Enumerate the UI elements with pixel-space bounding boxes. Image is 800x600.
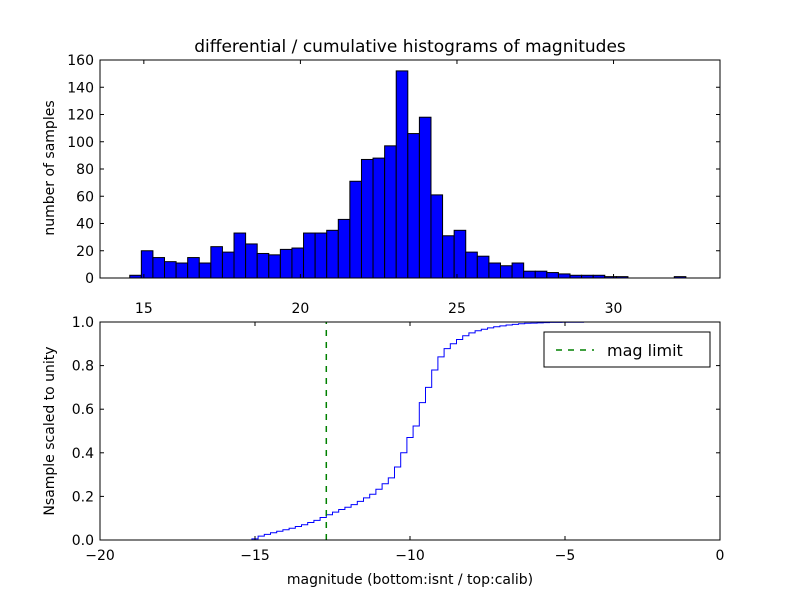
histogram-bar	[476, 255, 490, 279]
bottom-x-tick-label: −20	[85, 548, 115, 564]
top-x-tick-label: 15	[135, 301, 153, 317]
bottom-plot-frame	[99, 321, 721, 541]
bottom-y-tick-label: 0.6	[72, 402, 94, 418]
top-y-tick-label: 160	[67, 53, 94, 69]
top-x-tick-label: 30	[605, 301, 623, 317]
top-y-tick-label: 20	[76, 244, 94, 260]
histogram-bar	[395, 70, 409, 279]
histogram-bar	[349, 180, 362, 279]
bottom-y-tick-label: 0.8	[72, 359, 94, 375]
top-plot-frame	[99, 59, 721, 279]
histogram-bar	[407, 133, 420, 279]
bottom-x-tick-label: 0	[716, 548, 725, 564]
histogram-bar	[534, 270, 548, 279]
bottom-axis-ticks: −20 −15 −10 −5 0 0.0 0.2 0.4 0.6 0.8 1.0	[72, 315, 725, 564]
histogram-bar	[314, 232, 328, 279]
histogram-bar	[326, 229, 339, 279]
top-y-tick-label: 60	[76, 189, 94, 205]
histogram-bar	[279, 248, 293, 279]
legend-mag-limit-label: mag limit	[607, 341, 683, 360]
histogram-bar	[268, 254, 281, 279]
x-axis-label: magnitude (bottom:isnt / top:calib)	[287, 572, 533, 588]
top-x-tick-label: 25	[448, 301, 466, 317]
bottom-y-tick-label: 0.2	[72, 489, 94, 505]
histogram-bar	[511, 262, 525, 279]
legend: mag limit	[543, 331, 711, 368]
histogram-bar	[360, 158, 374, 279]
bottom-x-tick-label: −10	[395, 548, 425, 564]
histogram-bar	[337, 218, 351, 279]
histogram-bar	[430, 194, 444, 279]
histogram-bar	[488, 262, 501, 279]
bottom-y-tick-label: 1.0	[72, 315, 94, 331]
histogram-bar	[465, 251, 478, 279]
bottom-y-tick-label: 0.0	[72, 533, 94, 549]
histogram-bar	[384, 145, 397, 279]
histogram-bar	[256, 252, 270, 279]
histogram-bar	[291, 247, 305, 279]
bottom-x-tick-label: −5	[555, 548, 576, 564]
top-y-tick-label: 140	[67, 80, 94, 96]
histogram-bar	[418, 116, 432, 279]
histogram-bar	[152, 257, 166, 279]
histogram-bar	[372, 157, 386, 279]
histogram-bar	[523, 270, 536, 279]
top-y-tick-label: 80	[76, 162, 94, 178]
histogram-bar	[187, 257, 200, 279]
cumulative-step-line	[100, 321, 721, 541]
histogram-bar	[210, 246, 223, 279]
histogram-bar	[557, 273, 571, 279]
bottom-y-axis-label: Nsample scaled to unity	[42, 346, 58, 515]
histogram-bar	[499, 265, 513, 279]
differential-histogram-panel: differential / cumulative histograms of …	[42, 37, 721, 317]
histogram-bar	[442, 235, 455, 279]
top-y-axis-label: number of samples	[42, 100, 58, 235]
bottom-y-tick-label: 0.4	[72, 446, 94, 462]
chart-title: differential / cumulative histograms of …	[194, 37, 626, 57]
histogram-bar	[245, 243, 258, 279]
histogram-bar	[164, 261, 177, 279]
top-x-tick-label: 20	[291, 301, 309, 317]
top-y-tick-label: 100	[67, 135, 94, 151]
histogram-bar	[233, 232, 247, 279]
cumulative-lines	[100, 321, 721, 541]
top-y-tick-label: 120	[67, 108, 94, 124]
histogram-bar	[303, 232, 316, 279]
histogram-bar	[198, 262, 212, 279]
histogram-bar	[453, 229, 467, 279]
bottom-x-tick-label: −15	[240, 548, 270, 564]
cumulative-histogram-panel: Nsample scaled to unity magnitude (botto…	[42, 315, 724, 588]
histogram-bar	[221, 251, 235, 279]
histogram-bar	[140, 250, 154, 279]
top-y-tick-label: 0	[85, 271, 94, 287]
histogram-bar	[546, 272, 559, 279]
histogram-bar	[175, 262, 189, 279]
top-y-tick-label: 40	[76, 217, 94, 233]
